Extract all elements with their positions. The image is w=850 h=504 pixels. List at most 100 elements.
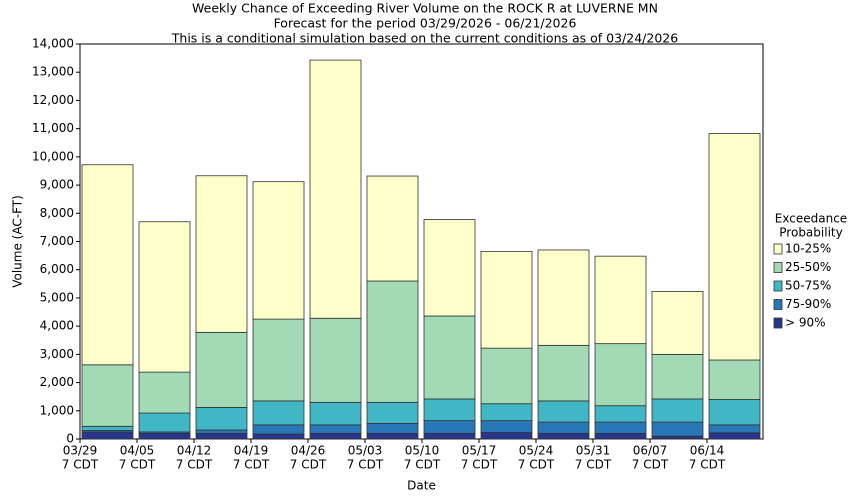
x-tick-time: 7 CDT bbox=[689, 458, 726, 472]
x-tick-label: 05/24 bbox=[519, 444, 554, 458]
legend-label: 50-75% bbox=[785, 279, 831, 293]
bar-segment bbox=[81, 364, 134, 427]
y-tick-label: 5,000 bbox=[40, 290, 74, 304]
bar-segment bbox=[138, 221, 191, 373]
bar-segment bbox=[81, 164, 134, 366]
chart-title: Weekly Chance of Exceeding River Volume … bbox=[192, 1, 658, 16]
x-tick-label: 04/26 bbox=[291, 444, 326, 458]
legend-label: > 90% bbox=[785, 316, 826, 330]
bar-segment bbox=[252, 400, 305, 426]
x-tick-label: 05/10 bbox=[405, 444, 440, 458]
x-tick-time: 7 CDT bbox=[119, 458, 156, 472]
y-tick-label: 14,000 bbox=[32, 37, 74, 51]
y-tick-label: 4,000 bbox=[40, 319, 74, 333]
x-tick-label: 04/05 bbox=[120, 444, 155, 458]
bar-segment bbox=[537, 249, 590, 346]
x-tick-time: 7 CDT bbox=[575, 458, 612, 472]
x-tick-time: 7 CDT bbox=[62, 458, 99, 472]
legend-label: 10-25% bbox=[785, 242, 831, 256]
legend-title: Exceedance bbox=[775, 212, 847, 226]
y-tick-label: 12,000 bbox=[32, 93, 74, 107]
bar-segment bbox=[252, 181, 305, 320]
bar-segment bbox=[138, 432, 191, 440]
x-tick-label: 05/17 bbox=[462, 444, 497, 458]
y-tick-label: 13,000 bbox=[32, 65, 74, 79]
y-tick-label: 6,000 bbox=[40, 262, 74, 276]
x-tick-time: 7 CDT bbox=[461, 458, 498, 472]
bar-segment bbox=[423, 432, 476, 440]
bar-segment bbox=[309, 401, 362, 426]
bar-segment bbox=[366, 280, 419, 403]
bar-segment bbox=[537, 400, 590, 423]
x-tick-label: 06/07 bbox=[633, 444, 668, 458]
y-tick-label: 1,000 bbox=[40, 403, 74, 417]
bar-segment bbox=[708, 424, 761, 434]
y-tick-label: 11,000 bbox=[32, 121, 74, 135]
chart-title: Forecast for the period 03/29/2026 - 06/… bbox=[274, 16, 577, 31]
x-tick-time: 7 CDT bbox=[404, 458, 441, 472]
bar-segment bbox=[423, 420, 476, 434]
y-tick-label: 0 bbox=[66, 432, 74, 446]
x-axis-label: Date bbox=[407, 479, 436, 493]
legend-swatch bbox=[773, 243, 783, 255]
x-tick-time: 7 CDT bbox=[290, 458, 327, 472]
legend-label: 25-50% bbox=[785, 260, 831, 274]
bar-segment bbox=[651, 291, 704, 355]
chart-title: This is a conditional simulation based o… bbox=[171, 31, 678, 46]
y-tick-label: 9,000 bbox=[40, 178, 74, 192]
bar-segment bbox=[708, 359, 761, 400]
bar-segment bbox=[594, 405, 647, 423]
bar-segment bbox=[594, 343, 647, 407]
bar-segment bbox=[138, 371, 191, 414]
bar-segment bbox=[423, 219, 476, 317]
bar-segment bbox=[195, 175, 248, 333]
bar-segment bbox=[195, 331, 248, 408]
bar-segment bbox=[366, 423, 419, 434]
bar-segment bbox=[309, 317, 362, 403]
bar-segment bbox=[81, 425, 134, 431]
bar-segment bbox=[366, 432, 419, 440]
x-tick-time: 7 CDT bbox=[632, 458, 669, 472]
bar-segment bbox=[537, 432, 590, 440]
bar-segment bbox=[594, 432, 647, 440]
bar-segment bbox=[651, 398, 704, 423]
bar-segment bbox=[252, 318, 305, 402]
x-tick-time: 7 CDT bbox=[233, 458, 270, 472]
bar-segment bbox=[651, 421, 704, 437]
plot-area bbox=[79, 43, 764, 440]
x-tick-label: 05/31 bbox=[576, 444, 611, 458]
x-tick-label: 04/12 bbox=[177, 444, 212, 458]
x-tick-label: 05/03 bbox=[348, 444, 383, 458]
bar-segment bbox=[594, 421, 647, 434]
legend-swatch bbox=[773, 317, 783, 329]
x-tick-time: 7 CDT bbox=[347, 458, 384, 472]
x-tick-label: 04/19 bbox=[234, 444, 269, 458]
x-tick-label: 06/14 bbox=[690, 444, 725, 458]
bar-segment bbox=[309, 424, 362, 434]
bar-segment bbox=[81, 431, 134, 440]
bar-segment bbox=[309, 59, 362, 319]
bar-segment bbox=[651, 435, 704, 440]
bar-segment bbox=[423, 315, 476, 400]
y-tick-label: 3,000 bbox=[40, 347, 74, 361]
bar-segment bbox=[366, 401, 419, 424]
legend-swatch bbox=[773, 280, 783, 292]
bar-segment bbox=[309, 432, 362, 440]
x-tick-label: 03/29 bbox=[63, 444, 98, 458]
bar-segment bbox=[537, 344, 590, 402]
x-tick-time: 7 CDT bbox=[518, 458, 555, 472]
y-tick-label: 2,000 bbox=[40, 375, 74, 389]
y-tick-label: 10,000 bbox=[32, 149, 74, 163]
legend-swatch bbox=[773, 299, 783, 310]
bar-segment bbox=[252, 433, 305, 440]
bar-segment bbox=[138, 412, 191, 433]
bar-segment bbox=[480, 403, 533, 422]
bar-segment bbox=[480, 432, 533, 440]
bar-segment bbox=[708, 133, 761, 361]
bar-segment bbox=[423, 398, 476, 422]
bar-segment bbox=[480, 420, 533, 433]
legend-title: Probability bbox=[779, 226, 842, 240]
bar-segment bbox=[708, 399, 761, 426]
bar-segment bbox=[366, 175, 419, 282]
bar-segment bbox=[708, 432, 761, 440]
